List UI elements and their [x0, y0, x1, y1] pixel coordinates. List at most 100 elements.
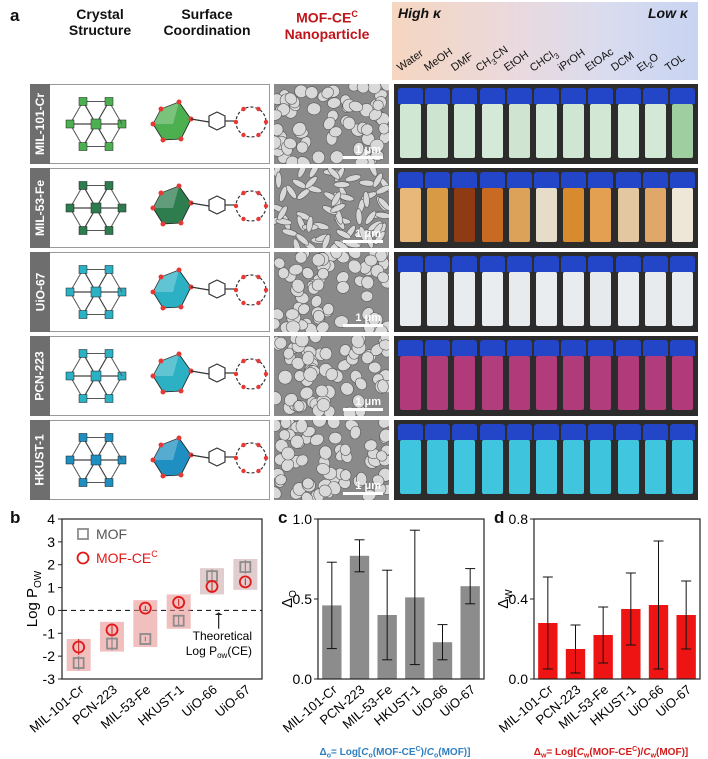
vial [561, 88, 587, 162]
panel-d-letter: d [494, 508, 505, 527]
solvent-label: EtOAc [582, 45, 616, 74]
vial-liquid [590, 440, 612, 494]
vial [642, 172, 668, 246]
vial-cap [615, 340, 641, 356]
chart-b-legend-mofce-marker [76, 551, 90, 565]
chart-b-mof-point [239, 561, 252, 573]
structure-illustration [65, 433, 269, 487]
crystal-node [78, 142, 88, 151]
scale-bar [343, 408, 383, 411]
vial [670, 256, 695, 330]
vial [561, 256, 587, 330]
solvent-labels: Water MeOH DMF CH3CN EtOH CHCl3 iPrOH EtOAc DCM E… [0, 0, 708, 90]
vial [398, 424, 423, 498]
structure-illustration [65, 349, 269, 403]
crystal-node [104, 433, 114, 442]
vial [588, 256, 614, 330]
vial [534, 88, 559, 162]
vial-liquid [644, 440, 666, 494]
chart-d-delta-w: MIL-101-CrPCN-223MIL-53-FeHKUST-1UiO-66U… [496, 511, 701, 759]
vial [615, 88, 641, 162]
vial-cap [479, 88, 505, 104]
vial [506, 88, 532, 162]
vial [615, 172, 641, 246]
crystal-node [78, 226, 88, 235]
chart-b-legend-mofce: MOF-CEC [96, 549, 158, 566]
vial-liquid [590, 272, 612, 326]
scale-bar-label: 1 μm [355, 312, 381, 324]
vial-cap [561, 424, 587, 440]
vial-liquid [536, 188, 557, 242]
vial-liquid [481, 188, 503, 242]
vial-liquid [644, 188, 666, 242]
vial-cap [615, 256, 641, 272]
vial [479, 172, 505, 246]
vial [615, 340, 641, 414]
vial [425, 340, 451, 414]
vial-cap [642, 256, 668, 272]
vial-liquid [454, 188, 476, 242]
vial [534, 340, 559, 414]
crystal-node [104, 265, 114, 274]
crystal-node [104, 310, 114, 319]
vial [642, 256, 668, 330]
vial-liquid [617, 188, 639, 242]
sem-particles [274, 336, 389, 416]
header-mof-ce-nanoparticle: MOF-CEC Nanoparticle [268, 6, 386, 42]
vial-cap [452, 88, 478, 104]
vial-cap [398, 88, 423, 104]
header-crystal-structure: Crystal Structure [50, 6, 150, 38]
vial [670, 88, 695, 162]
chart-b-legend-mof: MOF [96, 526, 127, 542]
crystal-node [104, 226, 114, 235]
vial-cap [425, 88, 451, 104]
sem-particles [274, 84, 389, 164]
vial-liquid [563, 356, 585, 410]
vial [452, 88, 478, 162]
vial-liquid [427, 188, 449, 242]
vial-liquid [617, 104, 639, 158]
vial-cap [452, 424, 478, 440]
vial-cap [642, 172, 668, 188]
vial [561, 424, 587, 498]
vial-liquid [536, 440, 557, 494]
vial-liquid [536, 356, 557, 410]
vial-liquid [427, 104, 449, 158]
crown-ether-ring [235, 106, 267, 138]
solvent-label: TOL [663, 52, 688, 74]
low-kappa-label: Low κ [648, 5, 688, 21]
vial [670, 340, 695, 414]
vial [588, 340, 614, 414]
vial-liquid [590, 356, 612, 410]
crystal-node [65, 287, 75, 297]
vial-liquid [563, 104, 585, 158]
vial-cap [398, 172, 423, 188]
chart-b-mof-point [72, 657, 85, 669]
vial [615, 424, 641, 498]
vial [506, 172, 532, 246]
chart-b-ytick-label: 0 [47, 602, 55, 618]
chart-b-ytick-label: 1 [47, 580, 55, 596]
chartC-caption: Δo= Log[Co(MOF-CEC)/Co(MOF)] [320, 746, 471, 759]
vial-liquid [590, 188, 612, 242]
chart-b-annotation-2: Log Pow(CE) [186, 644, 252, 660]
chartC-ylabel: ΔO [280, 590, 299, 608]
chartC-bar [460, 586, 480, 679]
vial-cap [534, 340, 559, 356]
crystal-node [78, 97, 88, 106]
vial-photo [394, 252, 698, 332]
header-surface-coordination: Surface Coordination [148, 6, 266, 38]
chartD-ytick-label: 0.0 [509, 671, 529, 687]
vial-liquid [508, 440, 530, 494]
header-surface-line1: Surface [181, 6, 233, 22]
vial-liquid [508, 188, 530, 242]
panel-b-letter: b [10, 508, 21, 527]
chartD-ytick-label: 0.8 [509, 511, 529, 527]
crystal-node [104, 142, 114, 151]
chartD-caption: Δw= Log[Cw(MOF-CEC)/Cw(MOF)] [534, 746, 688, 759]
vial [452, 424, 478, 498]
vial-liquid [644, 104, 666, 158]
vial-liquid [617, 356, 639, 410]
solvent-label: Water [395, 47, 426, 74]
header-mofce-line2: Nanoparticle [284, 25, 370, 42]
